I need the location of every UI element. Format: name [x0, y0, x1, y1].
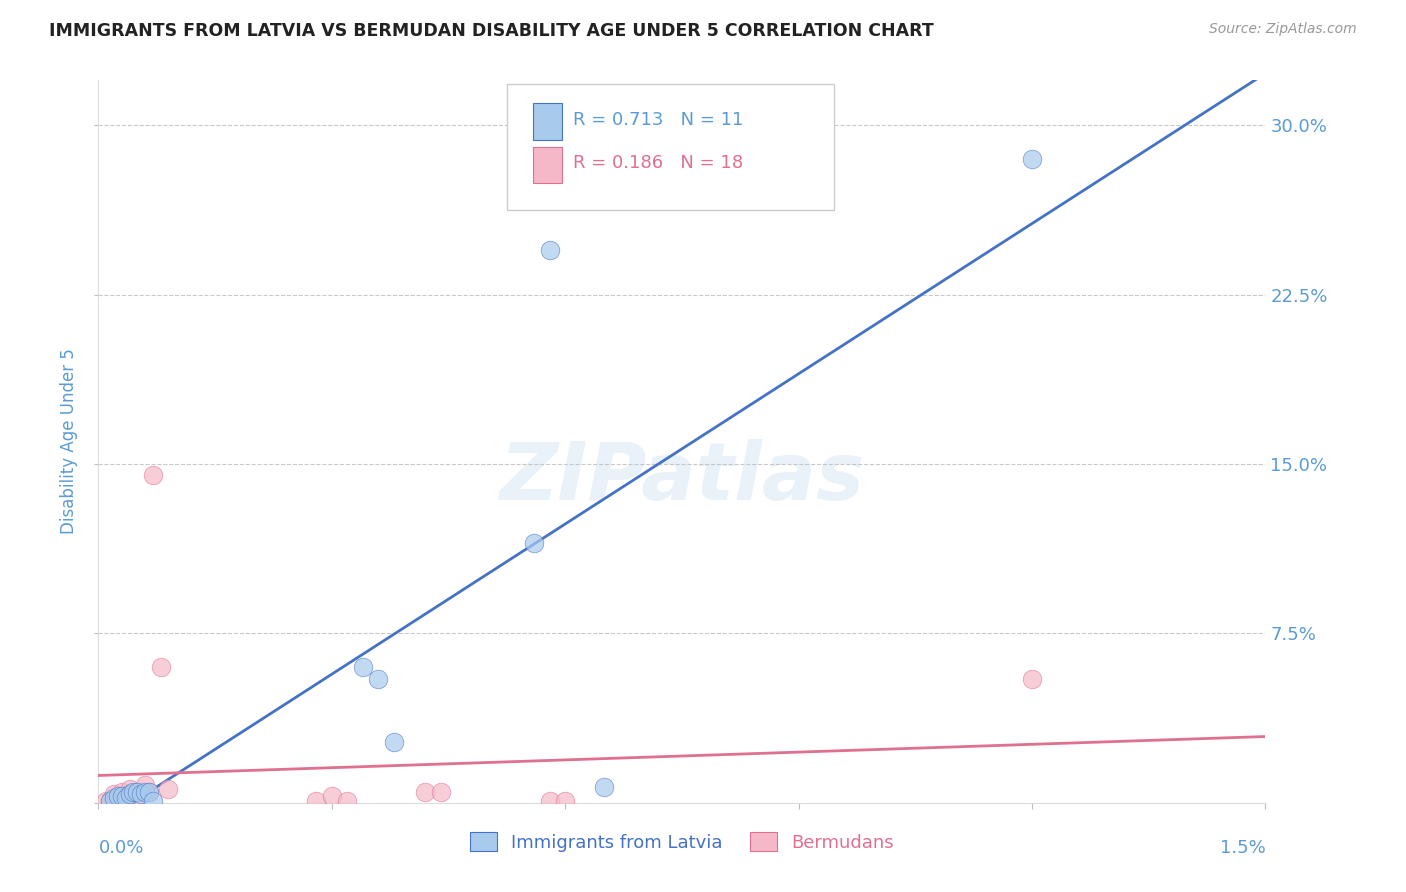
Text: 0.0%: 0.0% [98, 838, 143, 857]
Point [129, 787, 152, 801]
Point [554, 793, 576, 807]
Point [114, 791, 136, 805]
Point [122, 784, 145, 798]
Point [138, 784, 160, 798]
FancyBboxPatch shape [508, 84, 834, 211]
Point [149, 660, 172, 674]
Point [114, 793, 136, 807]
Point [138, 784, 160, 798]
Y-axis label: Disability Age Under 5: Disability Age Under 5 [60, 349, 79, 534]
Point [1021, 672, 1043, 686]
Point [111, 789, 134, 803]
Point [305, 793, 328, 807]
Point [1021, 153, 1043, 167]
Point [352, 660, 374, 674]
Point [367, 672, 389, 686]
Point [429, 784, 451, 798]
Point [538, 243, 561, 257]
Point [118, 782, 141, 797]
Point [134, 784, 156, 798]
Point [122, 793, 145, 807]
Point [96, 793, 118, 807]
Point [107, 789, 129, 803]
Point [98, 793, 121, 807]
Text: Source: ZipAtlas.com: Source: ZipAtlas.com [1209, 22, 1357, 37]
Point [593, 780, 616, 794]
Point [127, 784, 149, 798]
Point [103, 787, 125, 801]
Point [336, 793, 359, 807]
Point [523, 536, 546, 550]
Point [157, 782, 180, 797]
Point [538, 793, 561, 807]
Point [107, 793, 129, 807]
Text: R = 0.186   N = 18: R = 0.186 N = 18 [574, 154, 744, 172]
Point [103, 791, 125, 805]
FancyBboxPatch shape [533, 147, 562, 183]
Point [142, 793, 165, 807]
Point [142, 468, 165, 483]
Point [413, 784, 436, 798]
Point [118, 787, 141, 801]
Text: 1.5%: 1.5% [1219, 838, 1265, 857]
Point [321, 789, 343, 803]
Point [134, 778, 156, 792]
Text: R = 0.713   N = 11: R = 0.713 N = 11 [574, 111, 744, 129]
Legend: Immigrants from Latvia, Bermudans: Immigrants from Latvia, Bermudans [463, 825, 901, 859]
FancyBboxPatch shape [533, 103, 562, 139]
Point [98, 793, 121, 807]
Text: IMMIGRANTS FROM LATVIA VS BERMUDAN DISABILITY AGE UNDER 5 CORRELATION CHART: IMMIGRANTS FROM LATVIA VS BERMUDAN DISAB… [49, 22, 934, 40]
Text: ZIPatlas: ZIPatlas [499, 439, 865, 516]
Point [127, 784, 149, 798]
Point [111, 784, 134, 798]
Point [382, 735, 405, 749]
